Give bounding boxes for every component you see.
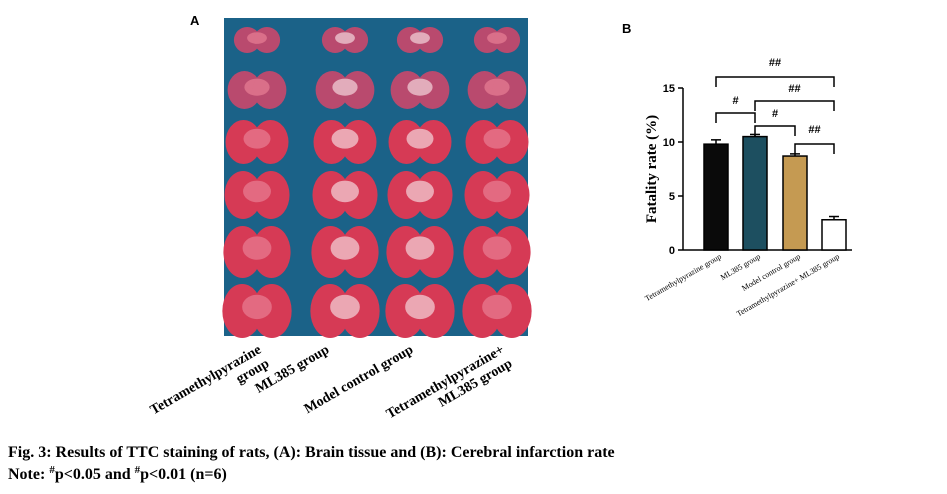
bar (742, 135, 768, 251)
brain-core (483, 180, 511, 203)
brain-slice (223, 226, 291, 278)
brain-core (332, 78, 358, 96)
brain-slice (321, 27, 369, 53)
brain-slice (387, 171, 453, 219)
brain-slice (390, 71, 450, 109)
brain-core (484, 78, 510, 96)
superscript: # (49, 464, 55, 476)
note-text: p<0.05 and (55, 466, 135, 483)
bar (821, 219, 847, 251)
note-text: p<0.01 (n=6) (140, 466, 227, 483)
brain-slice (311, 226, 379, 278)
brain-slice (222, 284, 292, 338)
y-tick-label: 10 (663, 137, 675, 149)
brain-core (410, 32, 430, 44)
brain-core (482, 236, 512, 260)
significance-label: # (772, 108, 778, 120)
y-tick-label: 5 (669, 191, 675, 203)
y-tick-label: 15 (663, 83, 675, 95)
brain-slice (463, 226, 531, 278)
brain-core (330, 294, 360, 320)
y-axis-label: Fatality rate (%) (644, 115, 660, 223)
brain-core (406, 128, 434, 149)
brain-slice (225, 120, 289, 164)
caption-note: Note: #p<0.05 and #p<0.01 (n=6) (8, 464, 227, 483)
panel-label: A (190, 13, 200, 28)
significance-bracket (794, 143, 835, 154)
brain-slice (465, 120, 529, 164)
y-tick-label: 0 (669, 245, 675, 257)
brain-core (483, 128, 511, 149)
brain-slice (464, 171, 530, 219)
brain-core (244, 78, 270, 96)
note-text: Note: (8, 466, 49, 483)
brain-core (407, 78, 433, 96)
brain-core (406, 180, 434, 203)
caption-title: Fig. 3: Results of TTC staining of rats,… (8, 444, 615, 461)
panel-label: B (622, 21, 631, 36)
superscript: # (135, 464, 141, 476)
significance-bracket (754, 125, 796, 136)
brain-core (335, 32, 355, 44)
brain-slice (388, 120, 452, 164)
brain-slice (473, 27, 521, 53)
brain-core (487, 32, 507, 44)
bar-chart: 0 5 10 15 Fatality rate (%) Tetramethylpyrazi… (643, 57, 852, 318)
brain-slice (386, 226, 454, 278)
brain-slice (313, 120, 377, 164)
brain-slice (462, 284, 532, 338)
bar (703, 143, 729, 251)
brain-slice (227, 71, 287, 109)
significance-bracket (754, 100, 835, 111)
brain-core (405, 236, 435, 260)
brain-core (243, 128, 271, 149)
brain-core (330, 236, 360, 260)
significance-label: ## (788, 83, 800, 95)
x-tick-label: Tetramethylpyrazine group (643, 252, 723, 303)
brain-core (242, 236, 272, 260)
significance-label: ## (808, 124, 820, 136)
brain-core (405, 294, 435, 320)
brain-core (243, 180, 271, 203)
significance-label: ## (769, 57, 781, 69)
brain-core (331, 180, 359, 203)
brain-core (247, 32, 267, 44)
significance-bracket (715, 112, 756, 123)
brain-core (242, 294, 272, 320)
brain-slice (315, 71, 375, 109)
significance-label: # (732, 95, 738, 107)
significance-bracket (715, 76, 835, 87)
group-label: Tetramethylpyrazinegroup (148, 342, 272, 432)
brain-photo (222, 27, 532, 338)
brain-core (331, 128, 359, 149)
brain-slice (310, 284, 380, 338)
brain-slice (385, 284, 455, 338)
brain-core (482, 294, 512, 320)
bar (782, 155, 808, 251)
brain-slice (467, 71, 527, 109)
brain-slice (233, 27, 281, 53)
brain-slice (224, 171, 290, 219)
brain-slice (312, 171, 378, 219)
brain-slice (396, 27, 444, 53)
